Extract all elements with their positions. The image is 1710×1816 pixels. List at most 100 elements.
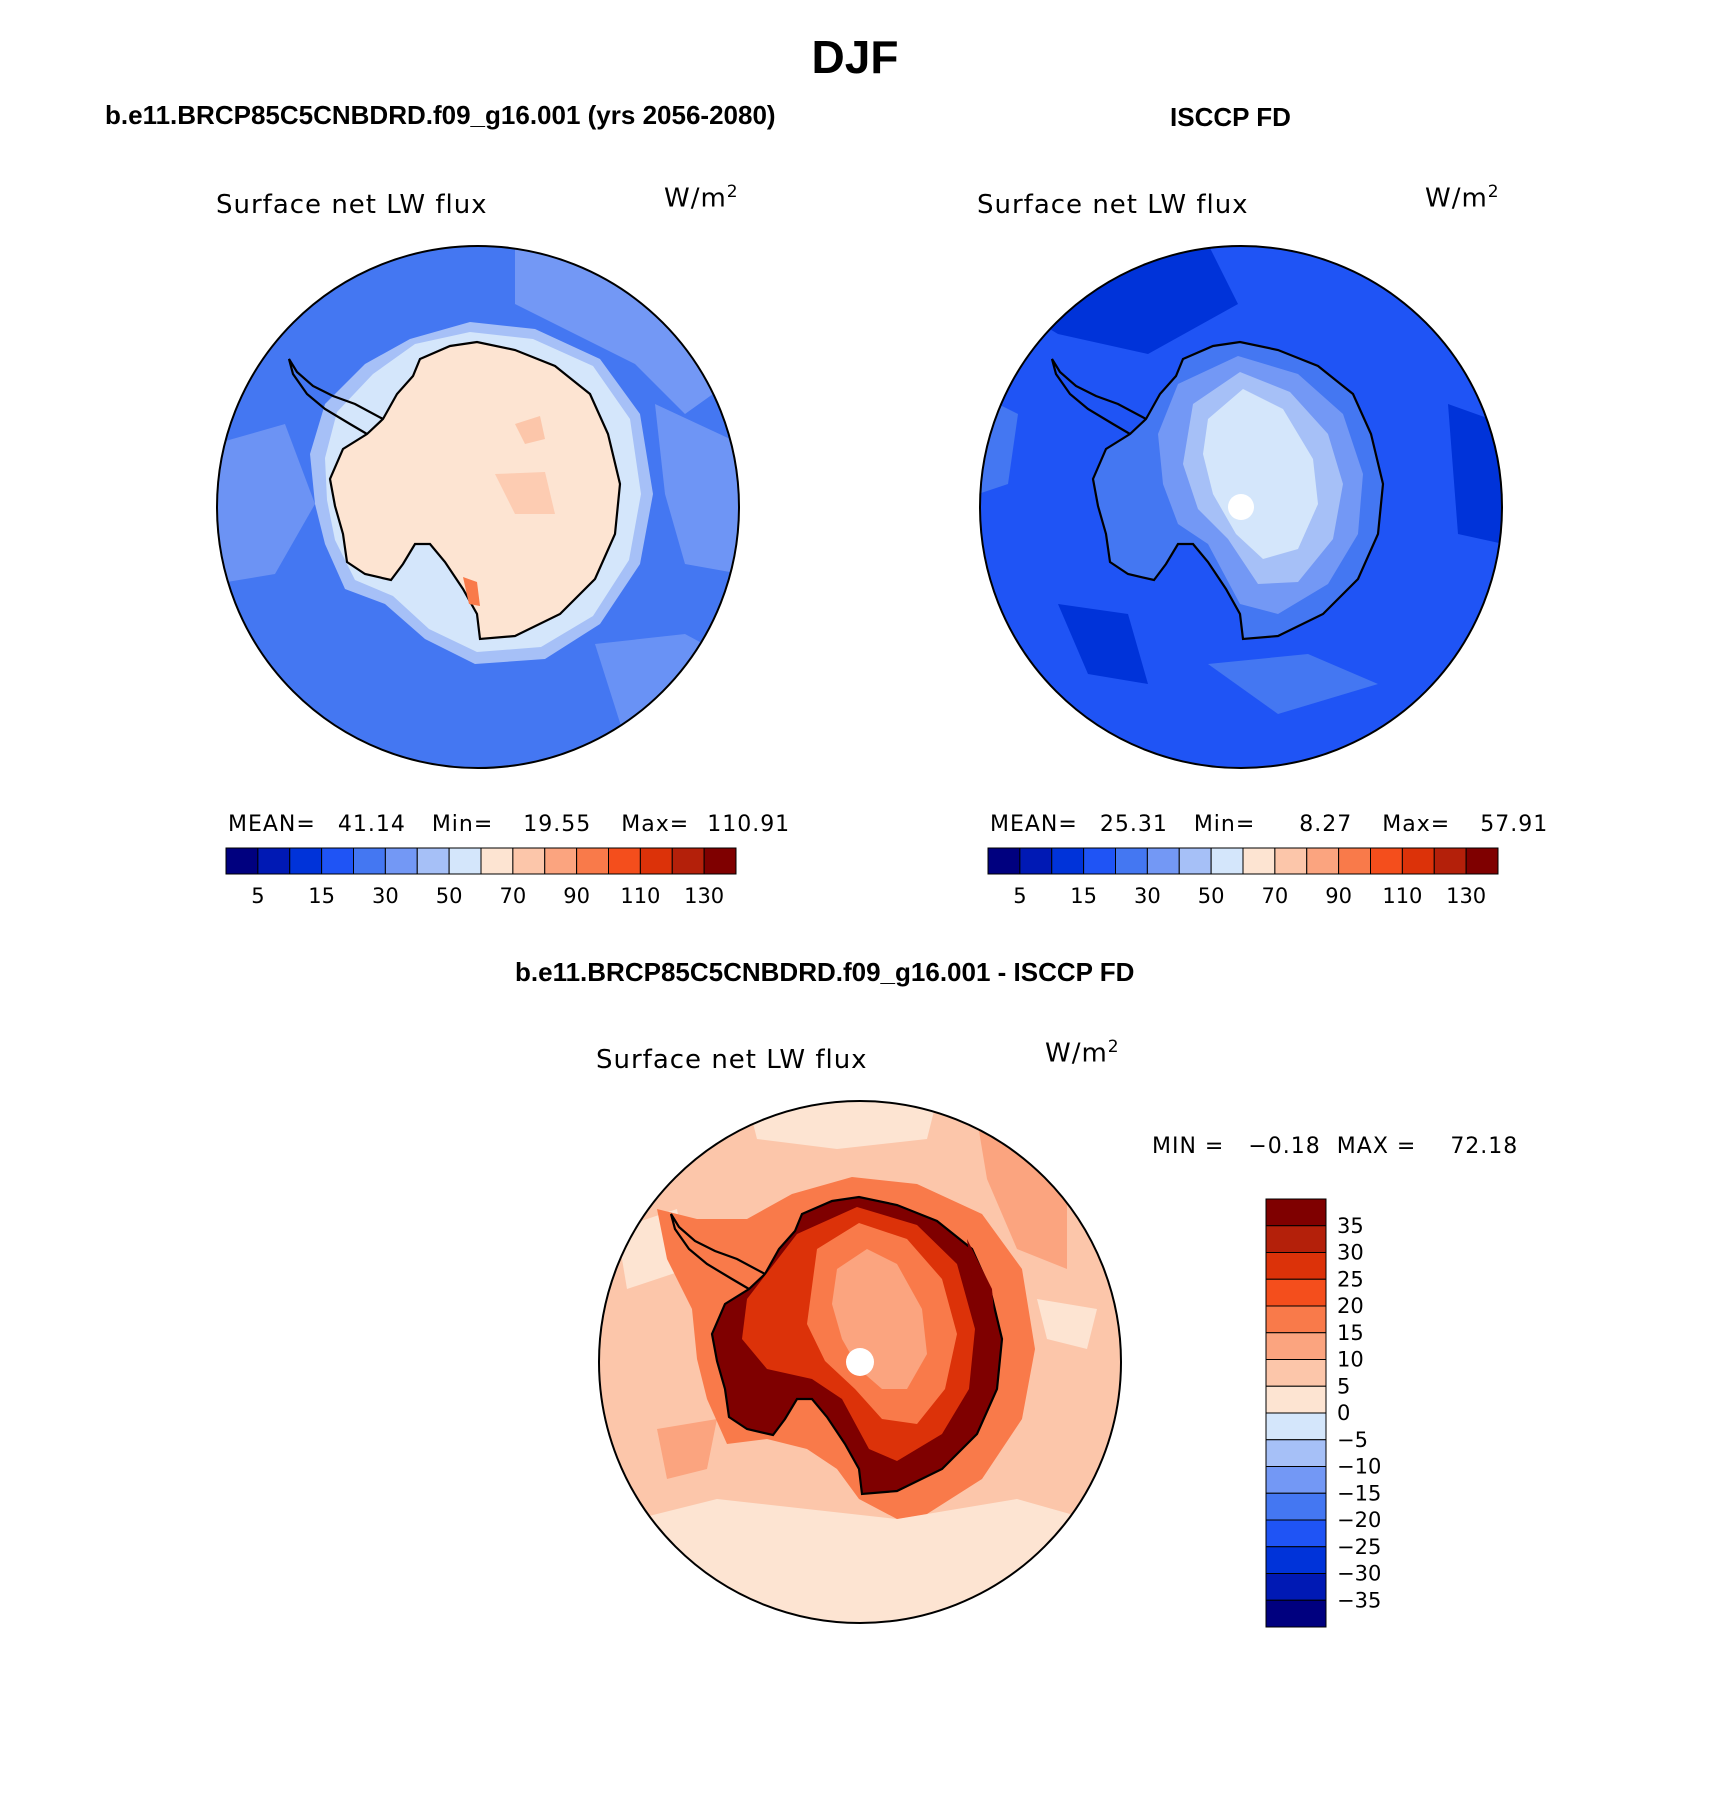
left-colorbar-box — [480, 847, 514, 875]
right-colorbar-box — [1465, 847, 1499, 875]
left-colorbar-box — [703, 847, 737, 875]
left-colorbar-box — [225, 847, 259, 875]
right-units-sup: 2 — [1487, 182, 1500, 202]
right-colorbar-box — [1242, 847, 1276, 875]
diff-colorbar-box — [1265, 1359, 1327, 1387]
right-colorbar-tick-label: 90 — [1325, 884, 1352, 908]
left-colorbar-tick-label: 50 — [436, 884, 463, 908]
left-colorbar-box — [544, 847, 578, 875]
left-max-label: Max= — [621, 812, 690, 837]
diff-colorbar-box — [1265, 1332, 1327, 1360]
left-colorbar-tick-label: 5 — [251, 884, 264, 908]
diff-colorbar-box — [1265, 1599, 1327, 1628]
right-mean-label: MEAN= — [990, 812, 1078, 837]
diff-colorbar-tick-label: 10 — [1337, 1348, 1364, 1372]
diff-colorbar-box — [1265, 1385, 1327, 1414]
diff-colorbar-tick-label: −10 — [1337, 1455, 1381, 1479]
right-colorbar-tick-label: 130 — [1446, 884, 1486, 908]
right-colorbar-tick-label: 70 — [1262, 884, 1289, 908]
right-colorbar-box — [1370, 847, 1403, 875]
right-peninsula — [1050, 358, 1147, 435]
diff-colorbar-tick-label: −25 — [1337, 1535, 1381, 1559]
left-colorbar-tick-label: 130 — [684, 884, 724, 908]
diff-colorbar-tick-label: 5 — [1337, 1374, 1350, 1398]
diff-colorbar-tick-label: 35 — [1337, 1214, 1364, 1238]
left-colorbar-tick-label: 70 — [500, 884, 527, 908]
diff-units-sup: 2 — [1107, 1037, 1120, 1057]
diff-units-label: W/m2 — [1045, 1037, 1120, 1069]
left-colorbar-box — [608, 847, 641, 875]
right-max-label: Max= — [1382, 812, 1451, 837]
diff-minmax: MIN = −0.18 MAX = 72.18 — [1152, 1134, 1518, 1159]
diff-colorbar-box — [1265, 1519, 1327, 1548]
main-title: DJF — [811, 31, 899, 83]
left-units-sup: 2 — [726, 182, 739, 202]
diff-colorbar-box — [1265, 1466, 1327, 1494]
right-pole-hole — [1228, 494, 1254, 520]
left-case-title: b.e11.BRCP85C5CNBDRD.f09_g16.001 (yrs 20… — [105, 100, 776, 130]
diff-colorbar-box — [1265, 1439, 1327, 1467]
left-colorbar-tick-label: 30 — [372, 884, 399, 908]
left-colorbar-box — [512, 847, 546, 875]
diff-units: W/m — [1045, 1038, 1108, 1069]
diff-colorbar-tick-label: 0 — [1337, 1401, 1350, 1425]
left-colorbar-box — [576, 847, 609, 875]
diff-pole-hole — [846, 1348, 874, 1376]
left-warm-patch — [463, 577, 480, 606]
right-case-title: ISCCP FD — [1170, 102, 1291, 132]
diff-colorbar-tick-label: 20 — [1337, 1294, 1364, 1318]
right-colorbar-box — [1146, 847, 1180, 875]
right-map — [979, 245, 1503, 769]
left-colorbar-tick-label: 90 — [563, 884, 590, 908]
diff-colorbar-box — [1265, 1305, 1327, 1334]
left-variable-label: Surface net LW flux — [216, 190, 488, 220]
diff-colorbar-box — [1265, 1198, 1327, 1227]
left-mean-label: MEAN= — [228, 812, 316, 837]
right-colorbar-box — [1306, 847, 1340, 875]
right-colorbar-tick-label: 30 — [1134, 884, 1161, 908]
diff-min-label: MIN = — [1152, 1134, 1225, 1159]
left-map — [216, 245, 740, 769]
right-colorbar-box — [1338, 847, 1371, 875]
diff-ocean-light-1 — [599, 1499, 1121, 1623]
right-colorbar-box — [1051, 847, 1085, 875]
left-colorbar-box — [257, 847, 291, 875]
left-warm-patch-2 — [515, 416, 545, 444]
right-colorbar-box — [987, 847, 1021, 875]
right-colorbar-box — [1433, 847, 1467, 875]
left-min-label: Min= — [431, 812, 494, 837]
right-colorbar-box — [1274, 847, 1308, 875]
left-colorbar-box — [289, 847, 323, 875]
diff-colorbar-box — [1265, 1492, 1327, 1521]
right-colorbar-box — [1178, 847, 1212, 875]
right-colorbar-tick-label: 5 — [1013, 884, 1026, 908]
left-ocean-light-band-4 — [595, 634, 739, 768]
left-colorbar-box — [671, 847, 705, 875]
right-variable-label: Surface net LW flux — [977, 190, 1249, 220]
diff-max-label: MAX = — [1336, 1134, 1417, 1159]
diff-min-value: −0.18 — [1248, 1134, 1321, 1159]
left-antarctica-fill — [328, 340, 622, 641]
diff-colorbar-tick-label: −15 — [1337, 1481, 1381, 1505]
left-colorbar-box — [639, 847, 673, 875]
left-ocean-light-band-3 — [217, 424, 315, 584]
right-units: W/m — [1425, 183, 1488, 214]
diff-land-dark-east — [967, 1239, 997, 1349]
diff-colorbar-box — [1265, 1412, 1327, 1441]
diff-colorbar-tick-label: −35 — [1337, 1588, 1381, 1612]
right-ocean-dark-3 — [1448, 404, 1502, 544]
left-stats: MEAN= 41.14 Min= 19.55 Max= 110.91 — [228, 812, 790, 837]
right-ocean-light-2 — [1208, 654, 1378, 714]
left-warm-patch-3 — [495, 472, 555, 514]
right-colorbar: 5 15 30 50 70 90 110 130 — [987, 847, 1499, 908]
right-ocean-dark-2 — [1058, 604, 1148, 684]
diff-peninsula — [669, 1213, 766, 1290]
left-map-border — [216, 245, 740, 769]
left-ocean-light-band-2 — [655, 404, 739, 574]
right-max-value: 57.91 — [1480, 812, 1549, 837]
right-colorbar-box — [1401, 847, 1435, 875]
diff-ocean-dark-3 — [1037, 1299, 1097, 1349]
diff-variable-label: Surface net LW flux — [596, 1045, 868, 1075]
right-land-center — [1203, 389, 1318, 559]
